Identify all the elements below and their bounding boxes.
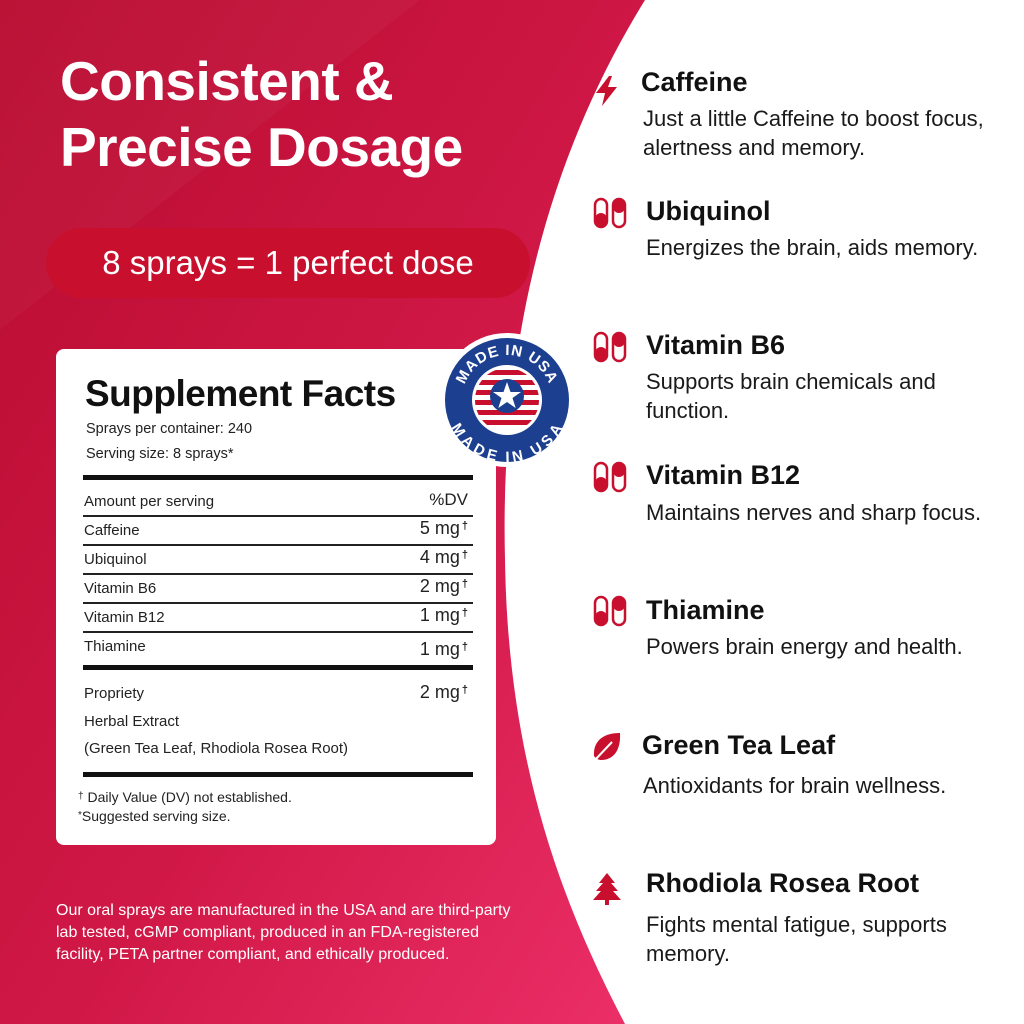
footnote-dv: † Daily Value (DV) not established. — [78, 789, 292, 805]
disclaimer-text: Our oral sprays are manufactured in the … — [56, 902, 511, 963]
ingredient-name-rhodiola-rosea-root: Rhodiola Rosea Root — [646, 868, 920, 898]
facts-value-caffeine: 5 mg † — [419, 518, 468, 538]
dose-pill: 8 sprays = 1 perfect dose — [46, 228, 530, 298]
blend-line-3: (Green Tea Leaf, Rhodiola Rosea Root) — [84, 740, 349, 757]
made-in-usa-badge: MADE IN USA MADE IN USA — [440, 333, 574, 467]
ingredient-name-caffeine: Caffeine — [641, 67, 748, 97]
facts-value-thiamine: 1 mg † — [419, 639, 468, 659]
tree-icon — [593, 873, 621, 905]
ingredient-name-vitamin-b12: Vitamin B12 — [646, 460, 801, 490]
capsule-icon — [593, 331, 627, 363]
facts-row-thiamine: Thiamine — [84, 638, 146, 655]
ingredient-desc-thiamine: Powers brain energy and health. — [646, 634, 963, 659]
facts-row-caffeine: Caffeine — [84, 522, 140, 539]
facts-divider-thick — [83, 772, 473, 777]
facts-divider — [83, 544, 473, 546]
ingredient-desc-vitamin-b6: Supports brain chemicals and function. — [646, 369, 936, 423]
ingredient-name-vitamin-b6: Vitamin B6 — [646, 330, 786, 360]
facts-divider-thick — [83, 665, 473, 670]
sprays-per-container: Sprays per container: 240 — [86, 421, 253, 437]
footnote-serving: *Suggested serving size. — [78, 808, 231, 824]
dv-header: %DV — [429, 490, 468, 509]
facts-value-vitamin-b6: 2 mg † — [419, 576, 468, 596]
facts-row-ubiquinol: Ubiquinol — [84, 551, 147, 568]
serving-size: Serving size: 8 sprays* — [86, 446, 234, 462]
ingredient-desc-rhodiola-rosea-root: Fights mental fatigue, supports memory. — [646, 912, 947, 966]
supplement-facts-panel: Supplement Facts Sprays per container: 2… — [56, 349, 496, 845]
ingredient-desc-vitamin-b12: Maintains nerves and sharp focus. — [646, 500, 982, 525]
facts-row-vitamin-b6: Vitamin B6 — [84, 580, 157, 597]
capsule-icon — [593, 461, 627, 493]
facts-divider — [83, 515, 473, 517]
capsule-icon — [593, 197, 627, 229]
lightning-icon — [596, 76, 617, 106]
facts-value-vitamin-b12: 1 mg † — [419, 605, 468, 625]
leaf-icon — [593, 733, 621, 762]
facts-divider — [83, 602, 473, 604]
facts-divider — [83, 631, 473, 633]
ingredient-name-green-tea-leaf: Green Tea Leaf — [642, 730, 836, 760]
facts-value-blend: 2 mg † — [419, 682, 468, 702]
facts-row-vitamin-b12: Vitamin B12 — [84, 609, 165, 626]
ingredient-name-ubiquinol: Ubiquinol — [646, 196, 771, 226]
facts-value-ubiquinol: 4 mg † — [419, 547, 468, 567]
blend-line-2: Herbal Extract — [84, 713, 180, 730]
facts-title: Supplement Facts — [85, 373, 396, 414]
facts-divider — [83, 573, 473, 575]
ingredient-desc-ubiquinol: Energizes the brain, aids memory. — [646, 235, 979, 260]
ingredient-desc-green-tea-leaf: Antioxidants for brain wellness. — [643, 773, 947, 798]
amount-per-serving-header: Amount per serving — [84, 493, 215, 510]
blend-line-1: Propriety — [84, 685, 145, 702]
ingredient-name-thiamine: Thiamine — [646, 595, 765, 625]
ingredient-desc-caffeine: Just a little Caffeine to boost focus, a… — [643, 106, 984, 160]
headline: Consistent & Precise Dosage — [60, 50, 463, 178]
facts-divider-thick — [83, 475, 473, 480]
capsule-icon — [593, 595, 627, 627]
